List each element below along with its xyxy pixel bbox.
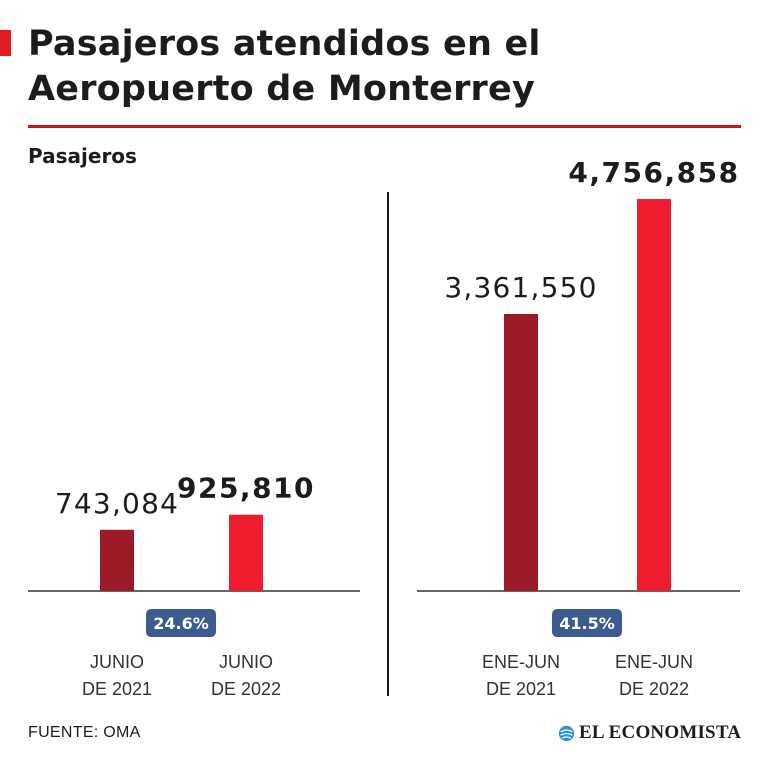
bar-2022: [229, 514, 263, 591]
bar-2022: [637, 199, 671, 591]
unit-label: Pasajeros: [28, 144, 137, 168]
data-label: 925,810: [177, 472, 315, 505]
chart-title: Pasajeros atendidos en el Aeropuerto de …: [28, 24, 541, 109]
category-label: DE 2022: [211, 679, 281, 699]
category-label: ENE-JUN: [615, 652, 693, 672]
category-label: DE 2021: [82, 679, 152, 699]
category-label: DE 2022: [619, 679, 689, 699]
source-note: FUENTE: OMA: [28, 724, 141, 741]
data-label: 743,084: [55, 487, 179, 520]
logo-text: EL ECONOMISTA: [579, 722, 742, 743]
bar-2021: [100, 529, 134, 591]
category-label: DE 2021: [486, 679, 556, 699]
change-badge: [552, 609, 622, 637]
category-label: JUNIO: [219, 652, 273, 672]
category-label: JUNIO: [90, 652, 144, 672]
title-rule: [28, 125, 741, 128]
globe-icon: [558, 725, 575, 741]
data-label: 4,756,858: [568, 156, 739, 189]
publisher-logo: EL ECONOMISTA: [558, 720, 741, 746]
category-label: ENE-JUN: [482, 652, 560, 672]
change-badge: [146, 609, 216, 637]
change-badge-label: 24.6%: [153, 614, 209, 633]
panel-divider: [387, 192, 389, 696]
data-label: 3,361,550: [444, 271, 597, 304]
change-badge-label: 41.5%: [559, 614, 615, 633]
bar-2021: [504, 314, 538, 591]
accent-bar: [0, 30, 11, 56]
